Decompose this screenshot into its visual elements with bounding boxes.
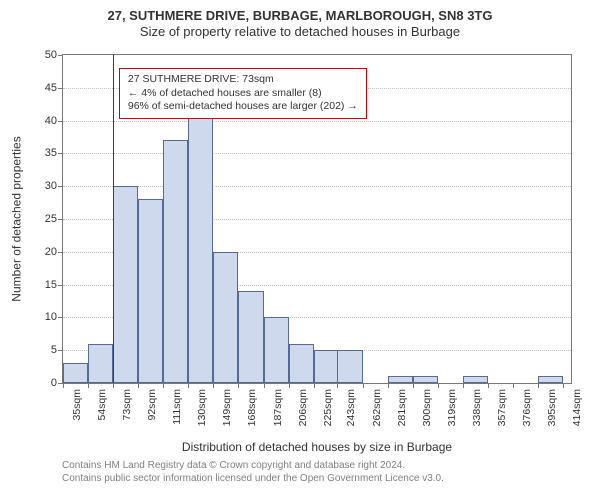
title-line2: Size of property relative to detached ho… bbox=[0, 24, 600, 40]
histogram-bar bbox=[264, 317, 289, 383]
x-tick-mark bbox=[113, 383, 114, 388]
x-tick-label: 243sqm bbox=[343, 383, 357, 439]
x-tick-label: 225sqm bbox=[320, 383, 334, 439]
histogram-bar bbox=[388, 376, 413, 383]
x-tick-mark bbox=[314, 383, 315, 388]
x-tick-label: 35sqm bbox=[69, 383, 83, 439]
y-tick-label: 10 bbox=[27, 311, 63, 323]
x-tick-mark bbox=[289, 383, 290, 388]
y-tick-label: 50 bbox=[27, 49, 63, 61]
x-tick-label: 262sqm bbox=[369, 383, 383, 439]
histogram-bar bbox=[88, 344, 113, 383]
x-tick-mark bbox=[264, 383, 265, 388]
y-gridline bbox=[63, 121, 571, 122]
annotation-line: 96% of semi-detached houses are larger (… bbox=[128, 100, 358, 114]
attribution-line1: Contains HM Land Registry data © Crown c… bbox=[62, 460, 572, 473]
y-tick-label: 20 bbox=[27, 246, 63, 258]
x-tick-mark bbox=[238, 383, 239, 388]
x-tick-mark bbox=[463, 383, 464, 388]
x-tick-mark bbox=[538, 383, 539, 388]
x-tick-label: 338sqm bbox=[469, 383, 483, 439]
plot-area: 0510152025303540455035sqm54sqm73sqm92sqm… bbox=[62, 54, 572, 384]
histogram-bar bbox=[538, 376, 563, 383]
histogram-bar bbox=[314, 350, 339, 383]
annotation-line: ← 4% of detached houses are smaller (8) bbox=[128, 87, 358, 101]
x-tick-mark bbox=[488, 383, 489, 388]
x-tick-label: 319sqm bbox=[444, 383, 458, 439]
x-tick-label: 92sqm bbox=[144, 383, 158, 439]
y-tick-label: 40 bbox=[27, 115, 63, 127]
x-tick-mark bbox=[63, 383, 64, 388]
histogram-bar bbox=[113, 186, 138, 383]
y-tick-label: 30 bbox=[27, 180, 63, 192]
x-tick-mark bbox=[413, 383, 414, 388]
reference-line bbox=[113, 55, 114, 383]
title-block: 27, SUTHMERE DRIVE, BURBAGE, MARLBOROUGH… bbox=[0, 0, 600, 41]
histogram-bar bbox=[63, 363, 88, 383]
x-tick-label: 395sqm bbox=[544, 383, 558, 439]
x-tick-label: 168sqm bbox=[244, 383, 258, 439]
x-tick-label: 376sqm bbox=[519, 383, 533, 439]
histogram-bar bbox=[289, 344, 314, 383]
x-tick-label: 187sqm bbox=[270, 383, 284, 439]
histogram-bar bbox=[163, 140, 188, 383]
y-tick-label: 45 bbox=[27, 82, 63, 94]
x-tick-label: 281sqm bbox=[394, 383, 408, 439]
x-tick-mark bbox=[88, 383, 89, 388]
y-gridline bbox=[63, 153, 571, 154]
histogram-bar bbox=[337, 350, 362, 383]
x-tick-label: 414sqm bbox=[569, 383, 583, 439]
y-tick-label: 5 bbox=[27, 344, 63, 356]
annotation-line: 27 SUTHMERE DRIVE: 73sqm bbox=[128, 73, 358, 87]
x-tick-mark bbox=[388, 383, 389, 388]
histogram-bar bbox=[213, 252, 238, 383]
x-tick-mark bbox=[337, 383, 338, 388]
x-tick-label: 357sqm bbox=[494, 383, 508, 439]
histogram-bar bbox=[238, 291, 263, 383]
x-tick-mark bbox=[213, 383, 214, 388]
x-tick-mark bbox=[563, 383, 564, 388]
x-tick-mark bbox=[188, 383, 189, 388]
histogram-bar bbox=[413, 376, 438, 383]
x-tick-mark bbox=[363, 383, 364, 388]
y-tick-label: 25 bbox=[27, 213, 63, 225]
y-axis-label-text: Number of detached properties bbox=[10, 136, 24, 301]
y-tick-label: 35 bbox=[27, 147, 63, 159]
y-tick-label: 0 bbox=[27, 377, 63, 389]
y-tick-label: 15 bbox=[27, 279, 63, 291]
x-tick-mark bbox=[438, 383, 439, 388]
y-gridline bbox=[63, 186, 571, 187]
annotation-box: 27 SUTHMERE DRIVE: 73sqm← 4% of detached… bbox=[119, 68, 367, 119]
attribution: Contains HM Land Registry data © Crown c… bbox=[62, 460, 572, 485]
x-tick-mark bbox=[513, 383, 514, 388]
attribution-line2: Contains public sector information licen… bbox=[62, 473, 572, 486]
chart-container: 27, SUTHMERE DRIVE, BURBAGE, MARLBOROUGH… bbox=[0, 0, 600, 500]
x-tick-label: 149sqm bbox=[219, 383, 233, 439]
x-tick-label: 130sqm bbox=[194, 383, 208, 439]
histogram-bar bbox=[138, 199, 163, 383]
x-tick-label: 111sqm bbox=[169, 383, 183, 439]
y-axis-label: Number of detached properties bbox=[8, 54, 26, 384]
x-tick-label: 54sqm bbox=[94, 383, 108, 439]
x-tick-label: 206sqm bbox=[295, 383, 309, 439]
x-tick-label: 300sqm bbox=[419, 383, 433, 439]
x-axis-label: Distribution of detached houses by size … bbox=[62, 440, 572, 454]
x-tick-label: 73sqm bbox=[119, 383, 133, 439]
x-tick-mark bbox=[163, 383, 164, 388]
title-line1: 27, SUTHMERE DRIVE, BURBAGE, MARLBOROUGH… bbox=[0, 8, 600, 24]
histogram-bar bbox=[188, 107, 213, 383]
x-tick-mark bbox=[138, 383, 139, 388]
histogram-bar bbox=[463, 376, 488, 383]
